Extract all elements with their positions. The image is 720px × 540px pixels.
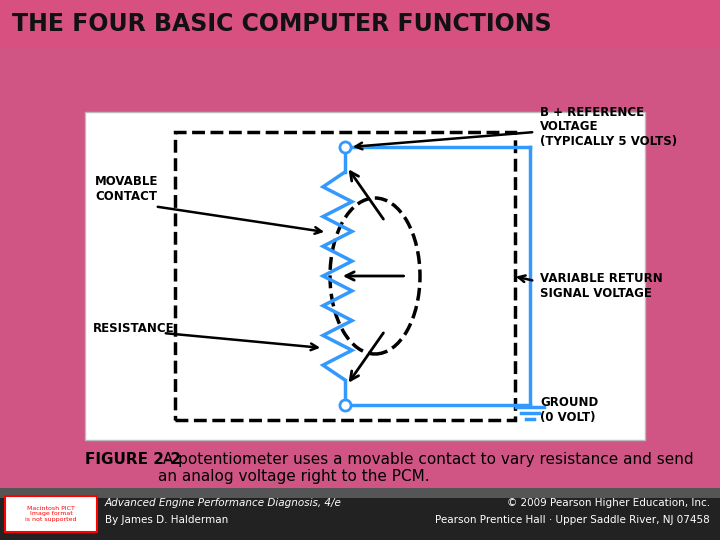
- Text: © 2009 Pearson Higher Education, Inc.: © 2009 Pearson Higher Education, Inc.: [507, 498, 710, 508]
- Text: Advanced Engine Performance Diagnosis, 4/e: Advanced Engine Performance Diagnosis, 4…: [105, 498, 342, 508]
- Text: THE FOUR BASIC COMPUTER FUNCTIONS: THE FOUR BASIC COMPUTER FUNCTIONS: [12, 12, 552, 36]
- Bar: [0, 488, 720, 540]
- Text: RESISTANCE: RESISTANCE: [93, 321, 175, 334]
- Bar: [175, 132, 515, 420]
- Bar: [0, 0, 720, 48]
- Text: GROUND
(0 VOLT): GROUND (0 VOLT): [540, 396, 598, 424]
- Text: A potentiometer uses a movable contact to vary resistance and send
an analog vol: A potentiometer uses a movable contact t…: [158, 452, 693, 484]
- Text: MOVABLE
CONTACT: MOVABLE CONTACT: [95, 176, 158, 204]
- Text: FIGURE 2-2: FIGURE 2-2: [85, 452, 181, 467]
- Bar: [85, 112, 645, 440]
- Text: By James D. Halderman: By James D. Halderman: [105, 515, 228, 525]
- Text: VARIABLE RETURN
SIGNAL VOLTAGE: VARIABLE RETURN SIGNAL VOLTAGE: [540, 272, 662, 300]
- Bar: [5, 496, 97, 532]
- Bar: [0, 488, 720, 498]
- Text: Macintosh PICT
Image format
is not supported: Macintosh PICT Image format is not suppo…: [25, 505, 77, 522]
- Text: B + REFERENCE
VOLTAGE
(TYPICALLY 5 VOLTS): B + REFERENCE VOLTAGE (TYPICALLY 5 VOLTS…: [540, 105, 677, 148]
- Text: Pearson Prentice Hall · Upper Saddle River, NJ 07458: Pearson Prentice Hall · Upper Saddle Riv…: [436, 515, 710, 525]
